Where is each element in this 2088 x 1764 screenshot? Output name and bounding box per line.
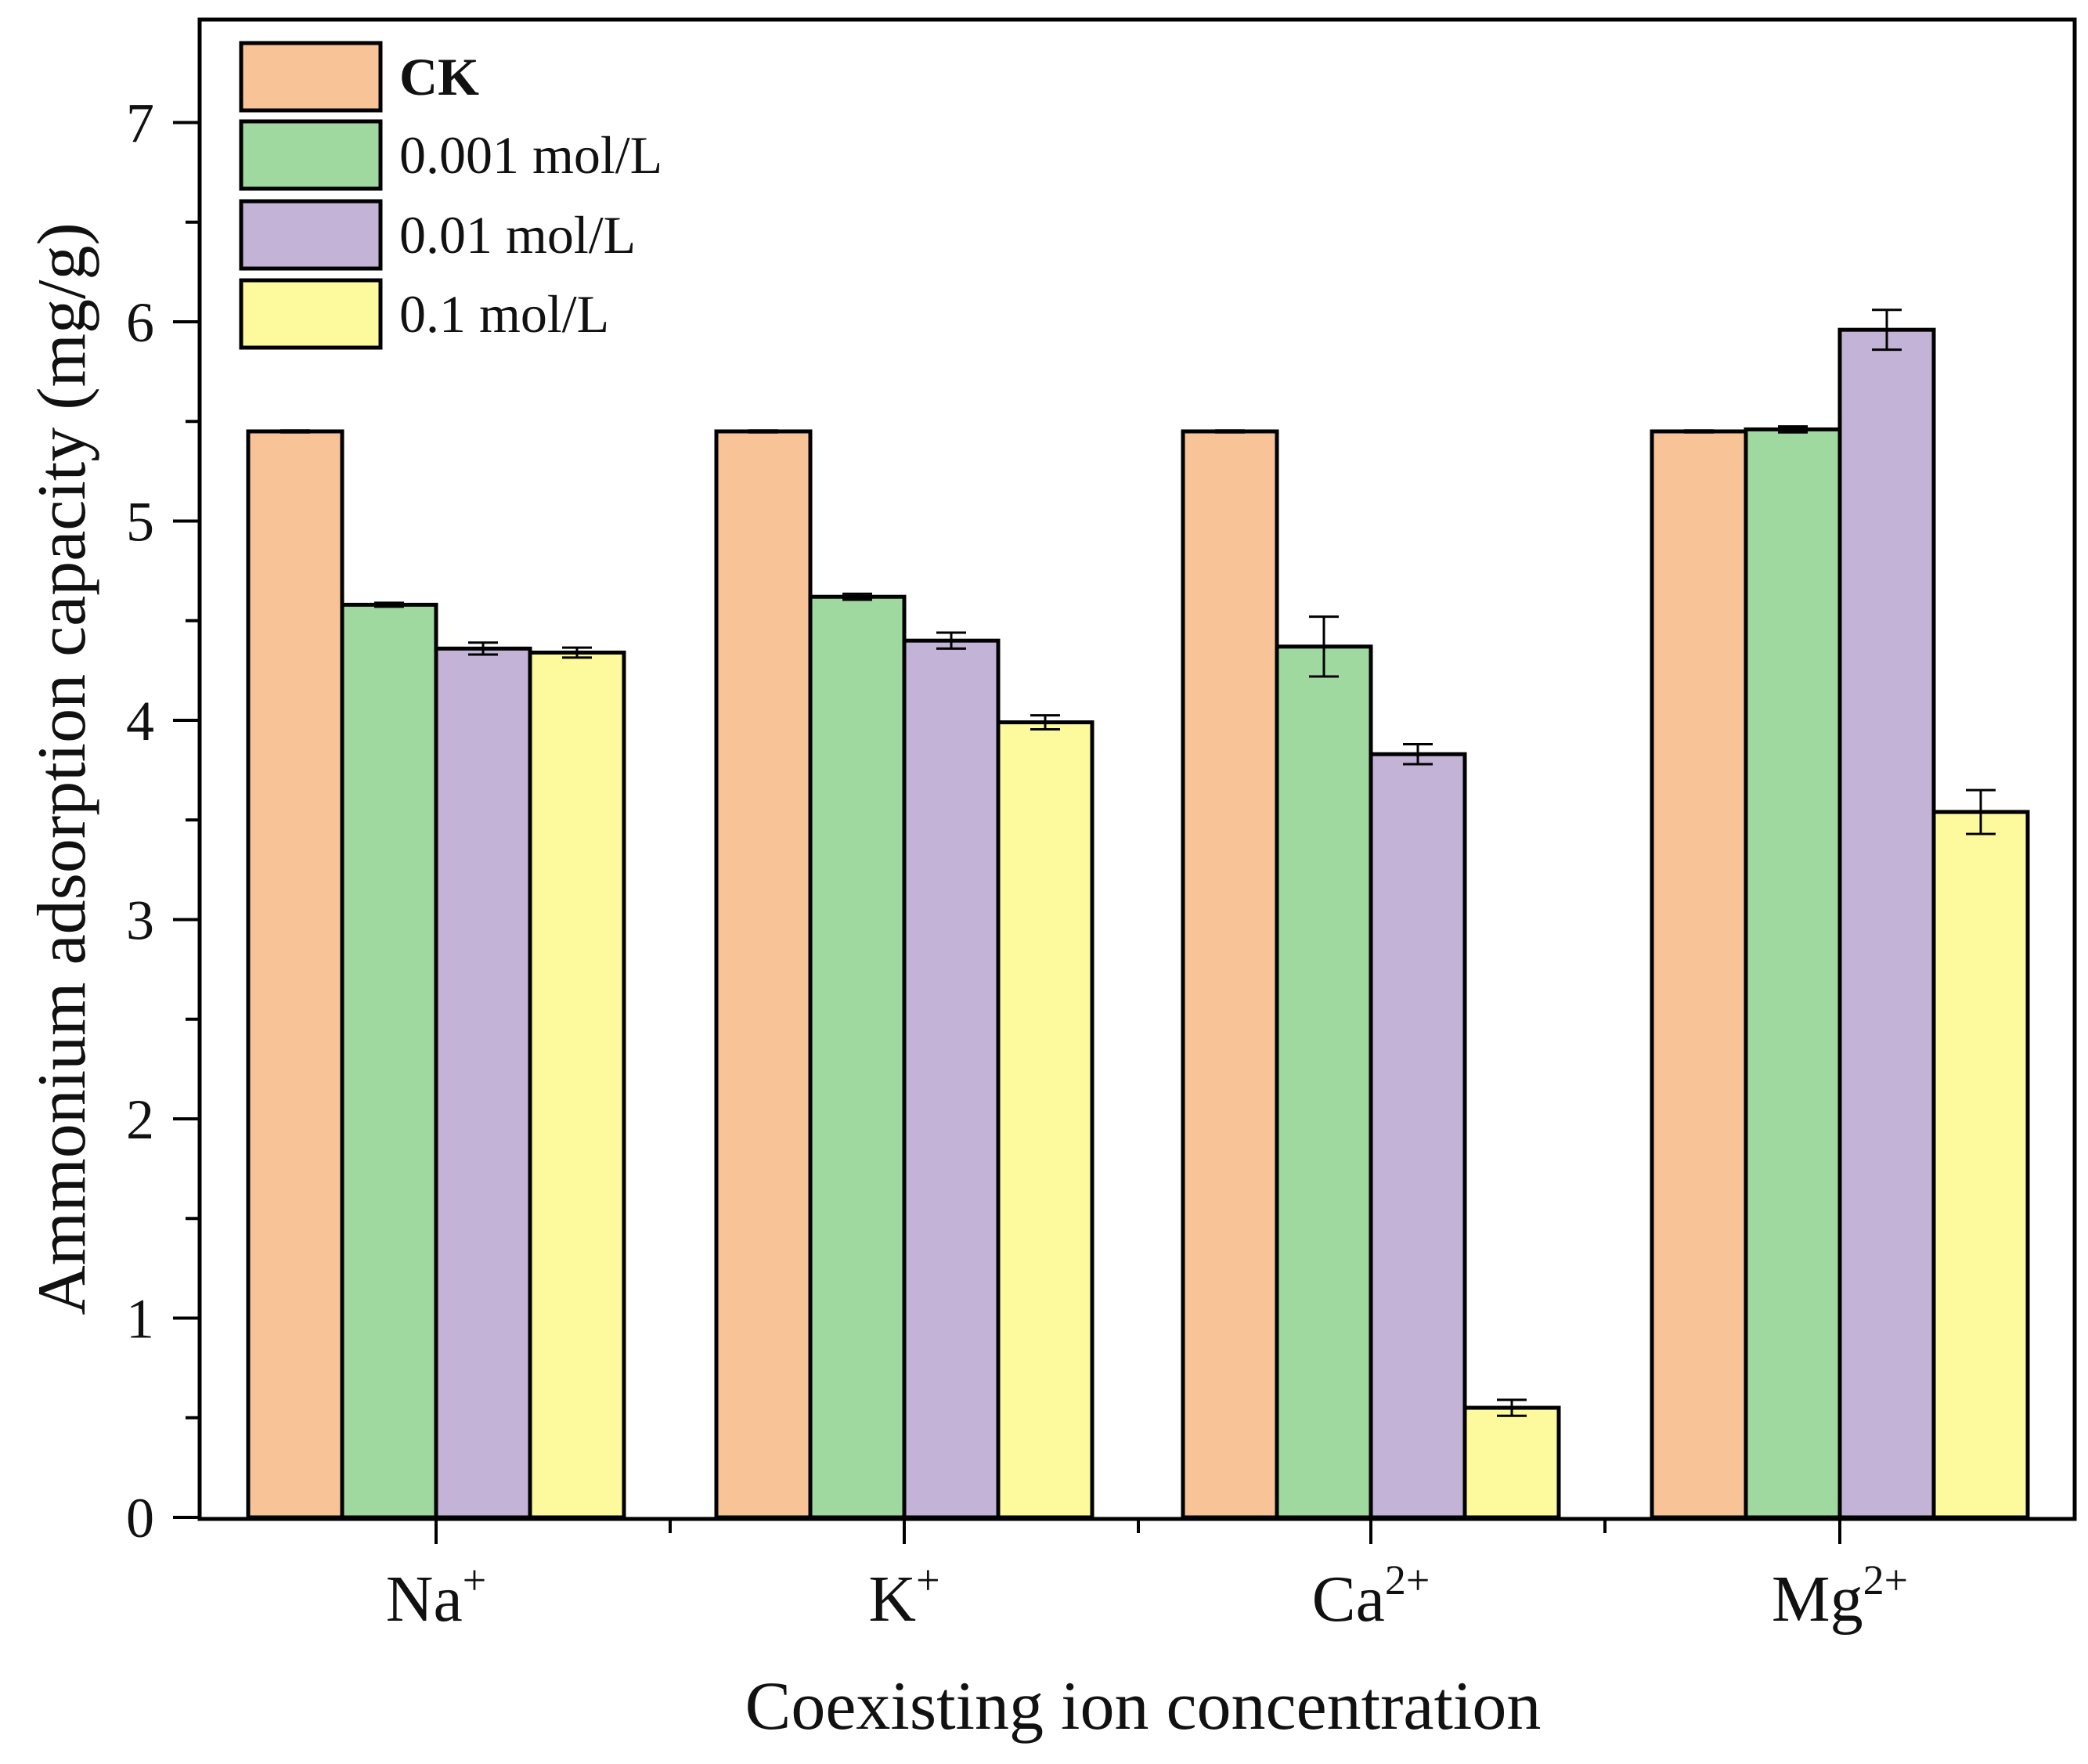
error-bar-k-series-3: [1030, 714, 1060, 730]
error-bar-mg-series-3: [1966, 788, 1996, 835]
bar-ca-series-1: [1275, 644, 1373, 1520]
legend-swatch-1: [239, 119, 383, 191]
x-axis: Na+ K+ Ca2+ Mg2+: [386, 1519, 1908, 1636]
error-bar-na-series-3: [562, 646, 592, 659]
error-bar-mg-series-1: [1778, 425, 1808, 434]
bars-layer: [246, 327, 2030, 1520]
y-tick-label-1: 1: [126, 1288, 154, 1351]
bar-k-series-1: [808, 594, 907, 1520]
bar-k-series-2: [902, 638, 1001, 1520]
error-bar-ca-series-2: [1403, 743, 1433, 766]
y-tick-label-7: 7: [126, 92, 154, 155]
error-bar-ca-series-1: [1309, 615, 1339, 678]
error-bar-na-series-0: [280, 429, 310, 434]
error-bar-mg-series-2: [1872, 308, 1902, 352]
legend-label-3: 0.1 mol/L: [399, 284, 609, 344]
x-axis-title: Coexisting ion concentration: [745, 1668, 1542, 1744]
bar-k-series-0: [714, 429, 813, 1520]
legend-swatch-2: [239, 199, 383, 271]
legend-swatch-3: [239, 278, 383, 350]
bar-ca-series-3: [1462, 1405, 1561, 1520]
bar-na-series-0: [246, 429, 344, 1520]
error-bars-layer: [280, 308, 1996, 1417]
y-tick-label-5: 5: [126, 491, 154, 554]
bar-ca-series-2: [1369, 752, 1467, 1520]
legend: CK 0.001 mol/L 0.01 mol/L 0.1 mol/L: [239, 41, 662, 350]
x-tick-label-mg: Mg2+: [1772, 1557, 1908, 1636]
legend-label-1: 0.001 mol/L: [399, 125, 662, 185]
bar-mg-series-3: [1931, 810, 2030, 1520]
error-bar-na-series-1: [374, 601, 404, 608]
y-tick-label-4: 4: [126, 690, 154, 752]
error-bar-ca-series-0: [1215, 429, 1245, 434]
bar-na-series-1: [340, 602, 438, 1520]
error-bar-mg-series-0: [1684, 429, 1714, 434]
error-bar-na-series-2: [468, 641, 498, 656]
error-bar-ca-series-3: [1497, 1398, 1527, 1417]
bar-k-series-3: [996, 720, 1094, 1520]
bar-mg-series-0: [1650, 429, 1748, 1520]
legend-label-0: CK: [399, 47, 479, 106]
bar-mg-series-2: [1837, 327, 1936, 1520]
x-tick-label-na: Na+: [386, 1557, 486, 1636]
y-axis-title: Ammonium adsorption capacity (mg/g): [24, 222, 100, 1315]
error-bar-k-series-0: [748, 429, 778, 434]
x-tick-label-ca: Ca2+: [1312, 1557, 1430, 1636]
legend-label-2: 0.01 mol/L: [399, 205, 636, 265]
y-axis: 0 1 2 3 4 5 6 7: [126, 92, 200, 1549]
bar-mg-series-1: [1744, 427, 1842, 1520]
x-tick-label-k: K+: [868, 1557, 939, 1636]
y-tick-label-3: 3: [126, 889, 154, 952]
bar-na-series-2: [434, 646, 532, 1520]
y-tick-label-2: 2: [126, 1088, 154, 1151]
y-tick-label-0: 0: [126, 1487, 154, 1549]
error-bar-k-series-2: [936, 631, 966, 650]
error-bar-k-series-1: [842, 592, 872, 601]
legend-swatch-0: [239, 41, 383, 113]
bar-ca-series-0: [1181, 429, 1279, 1520]
bar-na-series-3: [528, 650, 626, 1520]
y-tick-label-6: 6: [126, 291, 154, 354]
